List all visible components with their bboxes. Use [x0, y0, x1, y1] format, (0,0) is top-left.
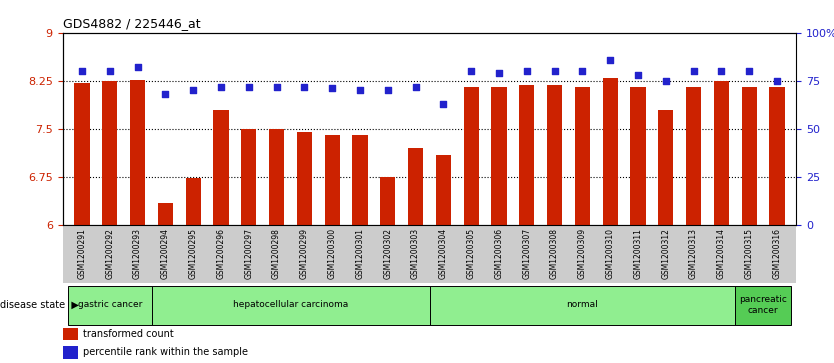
- Point: [575, 68, 589, 74]
- FancyBboxPatch shape: [152, 286, 430, 325]
- Text: gastric cancer: gastric cancer: [78, 301, 142, 309]
- Point: [214, 83, 228, 89]
- Text: GSM1200307: GSM1200307: [522, 228, 531, 279]
- Text: pancreatic
cancer: pancreatic cancer: [739, 295, 787, 315]
- Text: GSM1200311: GSM1200311: [634, 228, 642, 279]
- Text: GSM1200296: GSM1200296: [217, 228, 225, 279]
- Text: GSM1200306: GSM1200306: [495, 228, 504, 279]
- Bar: [352, 135, 368, 225]
- Bar: [63, 328, 78, 340]
- Bar: [658, 110, 674, 225]
- Text: GSM1200314: GSM1200314: [717, 228, 726, 279]
- Point: [187, 87, 200, 93]
- Text: hepatocellular carcinoma: hepatocellular carcinoma: [233, 301, 348, 309]
- Text: GSM1200294: GSM1200294: [161, 228, 170, 279]
- Point: [103, 68, 117, 74]
- Bar: [519, 85, 535, 225]
- Point: [409, 83, 422, 89]
- Point: [742, 68, 756, 74]
- Point: [492, 70, 505, 76]
- Bar: [269, 129, 284, 225]
- Point: [715, 68, 728, 74]
- Bar: [491, 86, 507, 225]
- Point: [381, 87, 394, 93]
- Bar: [63, 346, 78, 359]
- FancyBboxPatch shape: [736, 286, 791, 325]
- Point: [437, 101, 450, 107]
- Text: GSM1200303: GSM1200303: [411, 228, 420, 279]
- Point: [242, 83, 255, 89]
- Text: GSM1200305: GSM1200305: [467, 228, 475, 279]
- Bar: [185, 178, 201, 225]
- Text: GSM1200291: GSM1200291: [78, 228, 87, 279]
- Point: [354, 87, 367, 93]
- Bar: [602, 78, 618, 225]
- Text: normal: normal: [566, 301, 598, 309]
- Point: [325, 86, 339, 91]
- Text: GSM1200316: GSM1200316: [772, 228, 781, 279]
- Text: disease state  ▶: disease state ▶: [0, 300, 79, 310]
- Bar: [575, 86, 590, 225]
- Text: GSM1200293: GSM1200293: [133, 228, 142, 279]
- Point: [158, 91, 172, 97]
- Text: GDS4882 / 225446_at: GDS4882 / 225446_at: [63, 17, 200, 30]
- Text: GSM1200301: GSM1200301: [355, 228, 364, 279]
- Bar: [547, 85, 562, 225]
- Text: GSM1200308: GSM1200308: [550, 228, 559, 279]
- FancyBboxPatch shape: [430, 286, 736, 325]
- Text: GSM1200309: GSM1200309: [578, 228, 587, 279]
- Bar: [324, 135, 340, 225]
- Bar: [769, 86, 785, 225]
- Text: percentile rank within the sample: percentile rank within the sample: [83, 347, 249, 357]
- Bar: [297, 132, 312, 225]
- Point: [465, 68, 478, 74]
- Text: GSM1200315: GSM1200315: [745, 228, 754, 279]
- Text: GSM1200304: GSM1200304: [439, 228, 448, 279]
- Point: [687, 68, 701, 74]
- Point: [131, 64, 144, 70]
- Point: [520, 68, 534, 74]
- Bar: [102, 81, 118, 225]
- Point: [75, 68, 88, 74]
- Point: [298, 83, 311, 89]
- Text: GSM1200300: GSM1200300: [328, 228, 337, 279]
- Text: GSM1200297: GSM1200297: [244, 228, 254, 279]
- Point: [270, 83, 284, 89]
- Point: [771, 78, 784, 83]
- Text: GSM1200298: GSM1200298: [272, 228, 281, 279]
- Bar: [241, 129, 256, 225]
- Bar: [380, 177, 395, 225]
- Point: [548, 68, 561, 74]
- Text: GSM1200292: GSM1200292: [105, 228, 114, 279]
- Bar: [464, 86, 479, 225]
- Bar: [158, 203, 173, 225]
- FancyBboxPatch shape: [68, 286, 152, 325]
- Text: transformed count: transformed count: [83, 329, 174, 339]
- Bar: [686, 86, 701, 225]
- Point: [659, 78, 672, 83]
- Bar: [130, 80, 145, 225]
- Text: GSM1200310: GSM1200310: [605, 228, 615, 279]
- Bar: [714, 81, 729, 225]
- Text: GSM1200295: GSM1200295: [188, 228, 198, 279]
- Text: GSM1200302: GSM1200302: [384, 228, 392, 279]
- Point: [604, 57, 617, 62]
- Bar: [214, 110, 229, 225]
- Bar: [74, 83, 90, 225]
- Text: GSM1200313: GSM1200313: [689, 228, 698, 279]
- Text: GSM1200312: GSM1200312: [661, 228, 671, 279]
- Bar: [741, 86, 757, 225]
- Point: [631, 72, 645, 78]
- Bar: [631, 86, 646, 225]
- Text: GSM1200299: GSM1200299: [300, 228, 309, 279]
- Bar: [435, 155, 451, 225]
- Bar: [408, 148, 423, 225]
